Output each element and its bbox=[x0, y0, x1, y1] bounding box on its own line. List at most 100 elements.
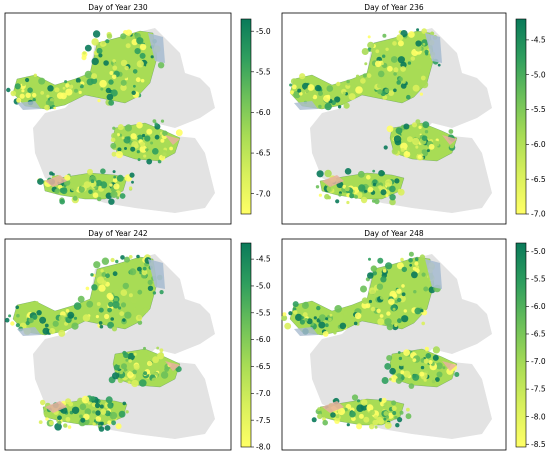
map-cell bbox=[112, 372, 120, 380]
map-cell bbox=[46, 94, 50, 98]
map-cell bbox=[389, 185, 396, 193]
map-cell bbox=[157, 62, 165, 69]
map-content-3 bbox=[4, 254, 215, 439]
map-cell bbox=[27, 87, 33, 93]
map-cell bbox=[410, 56, 415, 61]
map-cell bbox=[97, 99, 101, 103]
map-cell bbox=[313, 316, 317, 320]
map-cell bbox=[139, 52, 146, 59]
map-cell bbox=[127, 352, 135, 361]
map-cell bbox=[392, 41, 397, 46]
map-cell bbox=[408, 31, 415, 38]
map-cell bbox=[49, 328, 56, 335]
map-cell bbox=[57, 415, 62, 421]
map-cell bbox=[77, 295, 85, 303]
map-cell bbox=[315, 185, 320, 189]
map-cell bbox=[384, 88, 390, 94]
map-cell bbox=[299, 319, 305, 325]
map-cell bbox=[59, 198, 65, 205]
map-cell bbox=[291, 84, 297, 90]
map-cell bbox=[106, 292, 114, 300]
map-cell bbox=[54, 188, 60, 194]
map-cell bbox=[4, 317, 10, 323]
panel-title-3: Day of Year 242 bbox=[88, 229, 148, 238]
map-cell bbox=[383, 145, 388, 150]
map-cell bbox=[57, 420, 62, 425]
map-cell bbox=[412, 266, 417, 271]
map-cell bbox=[76, 82, 81, 87]
map-cell bbox=[368, 257, 371, 261]
map-cell bbox=[369, 409, 375, 416]
map-cell bbox=[134, 273, 140, 279]
map-cell bbox=[57, 184, 63, 189]
map-cell bbox=[113, 364, 121, 371]
water-area bbox=[425, 259, 442, 289]
map-cell bbox=[112, 126, 116, 130]
map-cell bbox=[111, 151, 117, 157]
map-cell bbox=[145, 356, 150, 361]
map-cell bbox=[136, 254, 140, 259]
colorbar-tick-label: -5.0 bbox=[256, 282, 271, 291]
map-cell bbox=[344, 168, 352, 175]
map-cell bbox=[96, 47, 103, 54]
map-cell bbox=[354, 195, 358, 199]
urban-area bbox=[165, 361, 180, 371]
map-cell bbox=[408, 251, 414, 257]
map-cell bbox=[316, 170, 324, 178]
map-cell bbox=[146, 128, 153, 135]
map-cell bbox=[379, 314, 384, 318]
map-cell bbox=[334, 305, 342, 313]
map-cell bbox=[322, 419, 328, 426]
colorbar-tick-label: -6.0 bbox=[256, 335, 271, 344]
map-cell bbox=[120, 296, 124, 301]
map-cell bbox=[406, 146, 413, 153]
colorbar-tick-label: -5.5 bbox=[256, 67, 271, 76]
map-cell bbox=[354, 413, 360, 419]
map-cell bbox=[136, 60, 144, 68]
map-cell bbox=[154, 122, 158, 126]
map-cell bbox=[386, 355, 393, 361]
map-cell bbox=[377, 70, 385, 78]
map-cell bbox=[388, 81, 396, 89]
map-cell bbox=[371, 76, 377, 82]
map-cell bbox=[124, 147, 127, 150]
map-cell bbox=[420, 309, 424, 313]
map-cell bbox=[117, 124, 124, 131]
map-cell bbox=[432, 354, 439, 361]
map-cell bbox=[147, 360, 153, 367]
map-cell bbox=[54, 87, 60, 93]
map-cell bbox=[135, 77, 141, 83]
map-cell bbox=[392, 360, 396, 365]
map-cell bbox=[99, 79, 107, 88]
map-cell bbox=[414, 307, 422, 315]
map-cell bbox=[133, 352, 137, 356]
map-cell bbox=[403, 370, 411, 378]
map-cell bbox=[381, 397, 387, 403]
map-cell bbox=[302, 82, 310, 90]
map-cell bbox=[98, 284, 106, 292]
map-cell bbox=[318, 104, 322, 109]
map-cell bbox=[146, 371, 150, 375]
map-cell bbox=[339, 322, 347, 330]
map-cell bbox=[397, 56, 405, 64]
map-cell bbox=[398, 356, 403, 361]
map-cell bbox=[326, 185, 333, 193]
map-cell bbox=[125, 29, 133, 36]
map-cell bbox=[82, 51, 87, 55]
map-cell bbox=[421, 81, 429, 89]
map-cell bbox=[107, 321, 114, 329]
map-cell bbox=[344, 177, 351, 184]
map-cell bbox=[388, 377, 392, 381]
map-cell bbox=[88, 189, 93, 195]
map-cell bbox=[436, 371, 443, 378]
map-cell bbox=[152, 291, 157, 295]
map-cell bbox=[107, 307, 112, 313]
map-cell bbox=[394, 178, 400, 184]
map-cell bbox=[409, 263, 413, 267]
map-cell bbox=[104, 425, 111, 431]
map-cell bbox=[49, 171, 54, 176]
map-cell bbox=[141, 269, 148, 276]
map-cell bbox=[116, 196, 120, 200]
map-cell bbox=[107, 402, 114, 409]
map-cell bbox=[442, 366, 446, 370]
